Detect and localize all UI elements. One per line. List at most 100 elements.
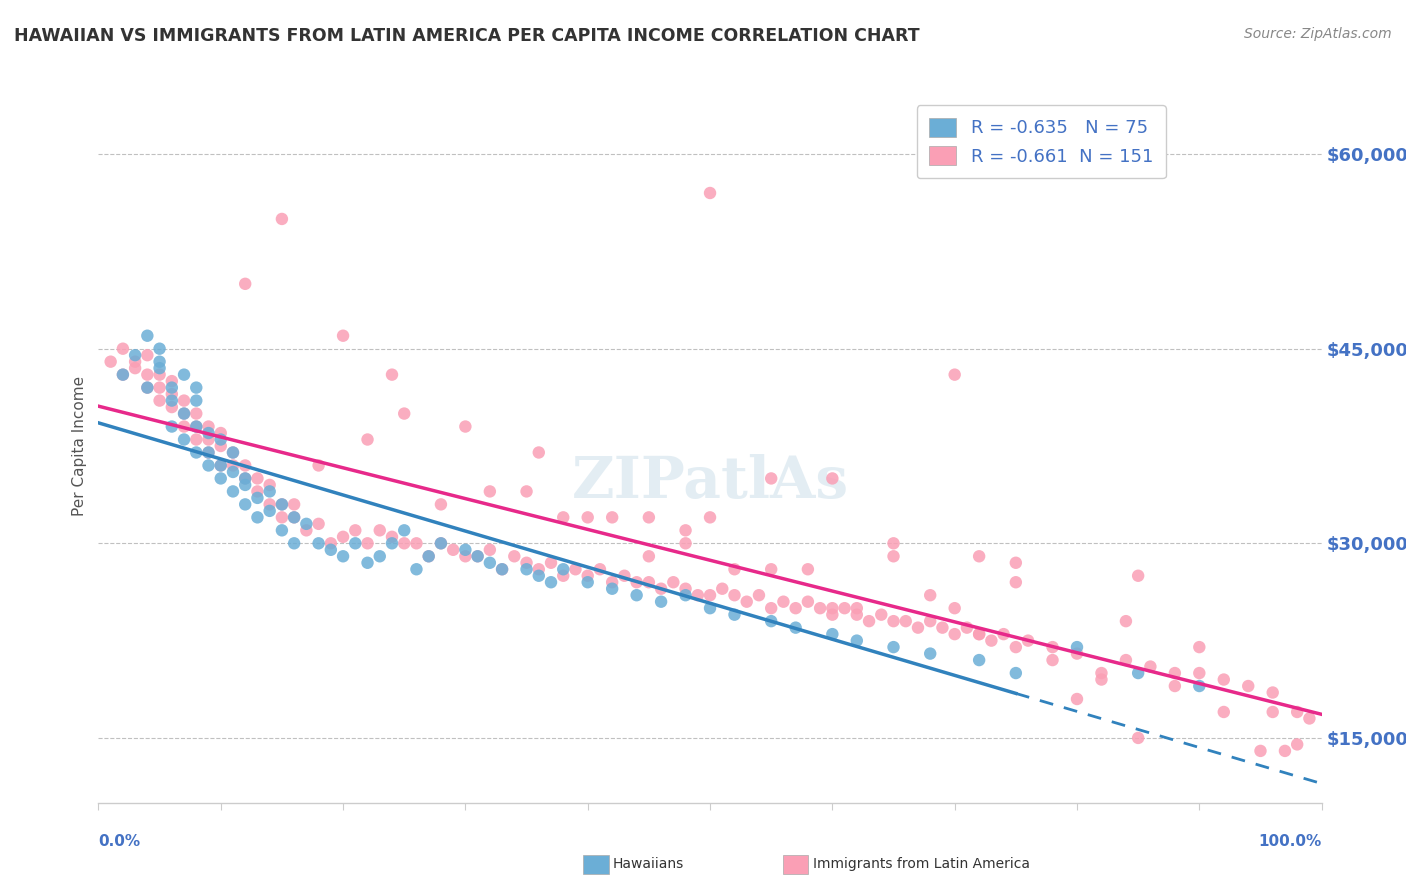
Point (283, 536, 305, 550)
Point (1261, 705, 1284, 719)
Point (675, 536, 697, 550)
Point (344, 524, 367, 538)
Point (233, 478, 256, 492)
Point (136, 328, 159, 343)
Point (381, 536, 404, 550)
Point (821, 601, 844, 615)
Point (675, 588, 697, 602)
Point (111, 368, 134, 382)
Point (1042, 640, 1064, 654)
Point (1188, 640, 1211, 654)
Point (967, 627, 990, 641)
Point (883, 614, 905, 628)
Point (1188, 666, 1211, 681)
Point (124, 361, 146, 376)
Point (454, 542, 477, 557)
Point (149, 342, 172, 356)
Y-axis label: Per Capita Income: Per Capita Income (72, 376, 87, 516)
Point (1212, 705, 1234, 719)
Point (699, 186, 721, 200)
Point (1115, 614, 1137, 628)
Point (1042, 653, 1064, 667)
Point (626, 588, 648, 602)
Point (967, 549, 990, 564)
Point (920, 647, 942, 661)
Point (197, 458, 219, 473)
Point (699, 588, 721, 602)
Point (100, 354, 122, 368)
Point (553, 562, 575, 576)
Point (259, 478, 281, 492)
Point (233, 497, 256, 511)
Point (136, 348, 159, 362)
Point (980, 633, 1002, 648)
Point (527, 562, 550, 576)
Point (808, 601, 831, 615)
Point (173, 419, 195, 434)
Text: Immigrants from Latin America: Immigrants from Latin America (813, 857, 1029, 871)
Point (209, 471, 232, 485)
Point (356, 536, 378, 550)
Point (209, 425, 232, 440)
Point (478, 542, 501, 557)
Point (1212, 673, 1234, 687)
Point (772, 595, 794, 609)
Point (723, 607, 745, 622)
Point (197, 433, 219, 447)
Point (186, 407, 208, 421)
Point (160, 400, 183, 414)
Point (735, 595, 758, 609)
Point (662, 575, 685, 590)
Point (821, 627, 844, 641)
Point (381, 368, 404, 382)
Point (186, 419, 208, 434)
Point (392, 407, 416, 421)
Point (943, 368, 966, 382)
Point (1188, 679, 1211, 693)
Point (136, 368, 159, 382)
Point (209, 458, 232, 473)
Point (209, 433, 232, 447)
Point (1164, 679, 1187, 693)
Point (319, 536, 342, 550)
Point (1004, 575, 1026, 590)
Point (883, 536, 905, 550)
Text: HAWAIIAN VS IMMIGRANTS FROM LATIN AMERICA PER CAPITA INCOME CORRELATION CHART: HAWAIIAN VS IMMIGRANTS FROM LATIN AMERIC… (14, 27, 920, 45)
Point (845, 633, 868, 648)
Point (368, 549, 391, 564)
Text: 0.0%: 0.0% (98, 834, 141, 849)
Point (761, 601, 783, 615)
Point (222, 458, 245, 473)
Point (600, 582, 623, 596)
Point (173, 368, 195, 382)
Point (553, 510, 575, 524)
Point (222, 465, 245, 479)
Point (564, 562, 586, 576)
Point (197, 419, 219, 434)
Point (1090, 673, 1112, 687)
Point (467, 549, 489, 564)
Point (283, 510, 305, 524)
Point (356, 556, 378, 570)
Point (637, 510, 661, 524)
Point (1066, 692, 1088, 706)
Point (405, 562, 427, 576)
Point (699, 601, 721, 615)
Point (111, 368, 134, 382)
Point (295, 524, 318, 538)
Point (613, 568, 636, 582)
Legend: R = -0.635   N = 75, R = -0.661  N = 151: R = -0.635 N = 75, R = -0.661 N = 151 (917, 105, 1166, 178)
Text: 100.0%: 100.0% (1258, 834, 1322, 849)
Point (650, 582, 672, 596)
Point (270, 497, 294, 511)
Point (626, 575, 648, 590)
Point (186, 433, 208, 447)
Point (173, 393, 195, 408)
Point (197, 445, 219, 459)
Point (797, 562, 820, 576)
Point (454, 549, 477, 564)
Point (503, 549, 526, 564)
Point (761, 614, 783, 628)
Point (368, 524, 391, 538)
Point (149, 393, 172, 408)
